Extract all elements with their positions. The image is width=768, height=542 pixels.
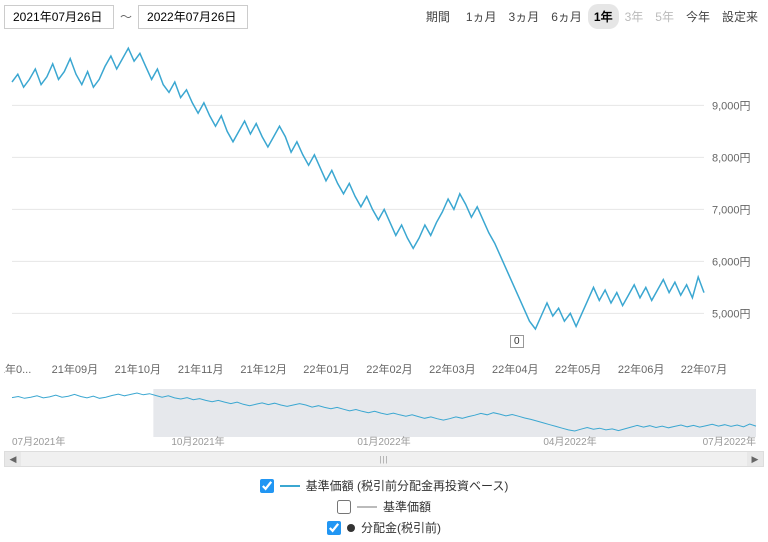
x-tick-label: 22年04月	[492, 362, 538, 376]
overview-x-label: 07月2022年	[703, 435, 756, 448]
overview-chart[interactable]: 07月2021年 10月2021年 01月2022年 04月2022年 07月2022年	[4, 389, 764, 449]
distribution-flag[interactable]: 0	[510, 335, 524, 348]
overview-scrollbar[interactable]: ◀ ||| ▶	[4, 451, 764, 467]
date-from-input[interactable]	[4, 5, 114, 29]
overview-x-label: 07月2021年	[12, 435, 65, 448]
legend-item: 基準価額	[337, 498, 431, 515]
y-tick-label: 7,000円	[712, 204, 751, 216]
y-tick-label: 8,000円	[712, 152, 751, 164]
overview-x-label: 04月2022年	[543, 435, 596, 448]
scroll-left-arrow[interactable]: ◀	[5, 452, 21, 466]
x-tick-label: 22年06月	[618, 362, 664, 376]
overview-x-label: 10月2021年	[171, 435, 224, 448]
legend-item: 基準価額 (税引前分配金再投資ベース)	[260, 477, 509, 494]
main-chart: 5,000円 6,000円 7,000円 8,000円 9,000円 21年0... 21年…	[4, 35, 764, 385]
legend-checkbox[interactable]	[260, 479, 274, 493]
period-button-6ヵ月[interactable]: 6ヵ月	[545, 4, 588, 29]
legend-label: 基準価額 (税引前分配金再投資ベース)	[306, 477, 509, 494]
y-tick-label: 5,000円	[712, 308, 751, 320]
legend-checkbox[interactable]	[327, 521, 341, 535]
x-tick-label: 22年05月	[555, 362, 601, 376]
period-button-1ヵ月[interactable]: 1ヵ月	[460, 4, 503, 29]
period-button-今年[interactable]: 今年	[680, 4, 716, 29]
overview-window[interactable]	[153, 389, 756, 437]
x-tick-label: 21年11月	[178, 362, 224, 376]
legend: 基準価額 (税引前分配金再投資ベース) 基準価額分配金(税引前)	[4, 477, 764, 536]
controls-bar: ～ 期間 1ヵ月3ヵ月6ヵ月1年3年5年今年設定来	[4, 4, 764, 29]
x-tick-label: 22年03月	[429, 362, 475, 376]
legend-swatch-dot	[347, 524, 355, 532]
period-button-設定来[interactable]: 設定来	[716, 4, 764, 29]
x-tick-label: 21年0...	[4, 362, 31, 376]
legend-label: 基準価額	[383, 498, 431, 515]
date-to-input[interactable]	[138, 5, 248, 29]
scroll-track[interactable]: |||	[21, 452, 747, 466]
legend-checkbox[interactable]	[337, 500, 351, 514]
price-line	[12, 48, 704, 329]
legend-swatch-line	[357, 506, 377, 508]
period-button-3ヵ月[interactable]: 3ヵ月	[503, 4, 546, 29]
legend-label: 分配金(税引前)	[361, 519, 441, 536]
x-tick-label: 22年07月	[681, 362, 727, 376]
period-button-3年: 3年	[619, 4, 650, 29]
x-tick-label: 22年01月	[303, 362, 349, 376]
scroll-right-arrow[interactable]: ▶	[747, 452, 763, 466]
period-button-5年: 5年	[649, 4, 680, 29]
legend-item: 分配金(税引前)	[327, 519, 441, 536]
y-tick-label: 6,000円	[712, 256, 751, 268]
period-label: 期間	[426, 8, 450, 25]
legend-swatch-line	[280, 485, 300, 487]
period-button-1年[interactable]: 1年	[588, 4, 619, 29]
x-tick-label: 21年12月	[240, 362, 286, 376]
overview-x-label: 01月2022年	[357, 435, 410, 448]
x-tick-label: 22年02月	[366, 362, 412, 376]
date-range-tilde: ～	[120, 8, 132, 25]
x-tick-label: 21年10月	[115, 362, 161, 376]
x-tick-label: 21年09月	[52, 362, 98, 376]
y-tick-label: 9,000円	[712, 100, 751, 112]
